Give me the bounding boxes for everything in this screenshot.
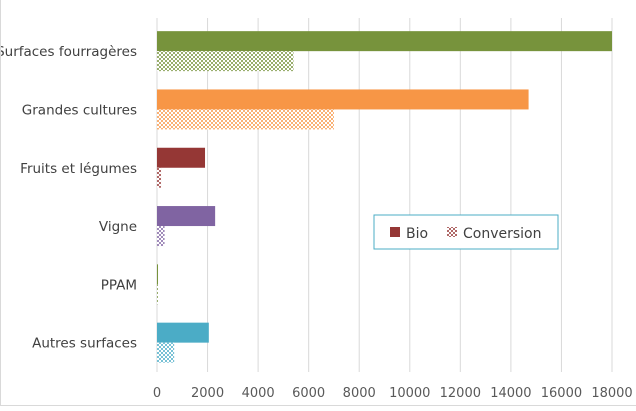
x-tick-label: 0 bbox=[153, 386, 161, 401]
bar-conversion-grandes-cultures bbox=[157, 109, 334, 130]
x-tick-label: 10000 bbox=[389, 386, 430, 401]
category-label-surfaces-fourrageres: Surfaces fourragères bbox=[1, 44, 137, 60]
legend-label-bio: Bio bbox=[406, 226, 428, 242]
x-tick-labels: 0 2000 4000 6000 8000 10000 12000 14000 16000 180… bbox=[153, 386, 633, 401]
x-tick-label: 2000 bbox=[191, 386, 224, 401]
legend-swatch-conversion bbox=[447, 227, 457, 237]
category-label-fruits-et-legumes: Fruits et légumes bbox=[20, 161, 137, 177]
legend-swatch-bio bbox=[390, 227, 400, 237]
x-tick-label: 18000 bbox=[591, 386, 632, 401]
bar-conversion-vigne bbox=[157, 226, 165, 247]
category-label-ppam: PPAM bbox=[101, 277, 137, 293]
bar-bio-vigne bbox=[157, 206, 216, 227]
bar-conversion-fruits-et-legumes bbox=[157, 167, 162, 188]
legend: Bio Conversion bbox=[373, 214, 559, 250]
bar-bio-ppam bbox=[157, 264, 159, 285]
bar-bio-autres-surfaces bbox=[157, 322, 209, 343]
bars bbox=[157, 31, 612, 363]
category-label-grandes-cultures: Grandes cultures bbox=[22, 102, 137, 118]
x-tick-label: 4000 bbox=[242, 386, 275, 401]
category-label-vigne: Vigne bbox=[99, 219, 137, 235]
bar-conversion-ppam bbox=[157, 284, 158, 305]
bar-conversion-surfaces-fourrageres bbox=[157, 51, 294, 72]
x-tick-label: 14000 bbox=[490, 386, 531, 401]
legend-frame bbox=[373, 214, 559, 250]
x-tick-label: 12000 bbox=[440, 386, 481, 401]
bar-bio-surfaces-fourrageres bbox=[157, 31, 612, 52]
bar-bio-grandes-cultures bbox=[157, 89, 529, 110]
category-labels: Surfaces fourragères Grandes cultures Frui… bbox=[0, 44, 137, 352]
bar-conversion-autres-surfaces bbox=[157, 342, 175, 363]
category-label-autres-surfaces: Autres surfaces bbox=[32, 336, 137, 352]
x-tick-label: 16000 bbox=[541, 386, 582, 401]
x-tick-label: 8000 bbox=[343, 386, 376, 401]
gridlines bbox=[156, 18, 613, 372]
bar-bio-fruits-et-legumes bbox=[157, 147, 206, 168]
legend-label-conversion: Conversion bbox=[463, 226, 542, 242]
x-tick-label: 6000 bbox=[292, 386, 325, 401]
